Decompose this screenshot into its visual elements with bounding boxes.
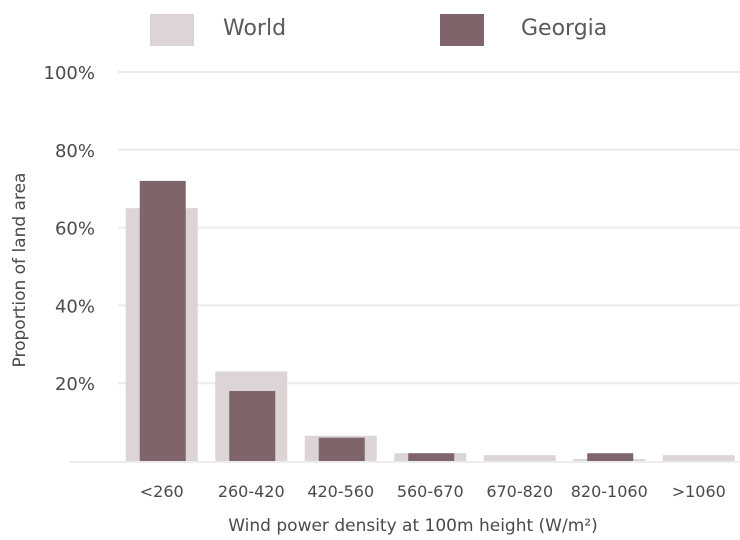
x-tick-label: >1060 — [672, 482, 726, 501]
legend-label-world: World — [223, 16, 286, 41]
bars — [125, 180, 735, 462]
x-axis-ticks: <260 260-420 420-560 560-670 670-820 820-1060… — [140, 482, 726, 501]
legend-swatch-world — [150, 14, 194, 46]
legend-swatch-georgia — [440, 14, 484, 46]
bar-georgia — [229, 390, 276, 461]
y-tick-label: 100% — [44, 63, 95, 84]
y-tick-label: 60% — [55, 219, 95, 240]
y-axis-ticks: 20% 40% 60% 80% 100% — [44, 63, 95, 395]
x-tick-label: <260 — [140, 482, 184, 501]
bar-world — [662, 455, 735, 461]
y-tick-label: 20% — [55, 374, 95, 395]
x-tick-label: 820-1060 — [571, 482, 648, 501]
bar-georgia — [318, 437, 365, 461]
x-tick-label: 420-560 — [307, 482, 374, 501]
legend-label-georgia: Georgia — [521, 16, 607, 41]
bar-georgia — [587, 453, 634, 461]
x-axis-title: Wind power density at 100m height (W/m²) — [228, 516, 597, 536]
legend: World Georgia — [150, 14, 607, 46]
x-tick-label: 560-670 — [397, 482, 464, 501]
x-tick-label: 260-420 — [218, 482, 285, 501]
y-axis-title: Proportion of land area — [10, 173, 30, 368]
bar-georgia — [408, 453, 455, 461]
x-tick-label: 670-820 — [486, 482, 553, 501]
bar-world — [483, 455, 556, 461]
y-tick-label: 80% — [55, 141, 95, 162]
y-tick-label: 40% — [55, 296, 95, 317]
gridlines — [70, 71, 740, 463]
bar-georgia — [139, 180, 186, 462]
